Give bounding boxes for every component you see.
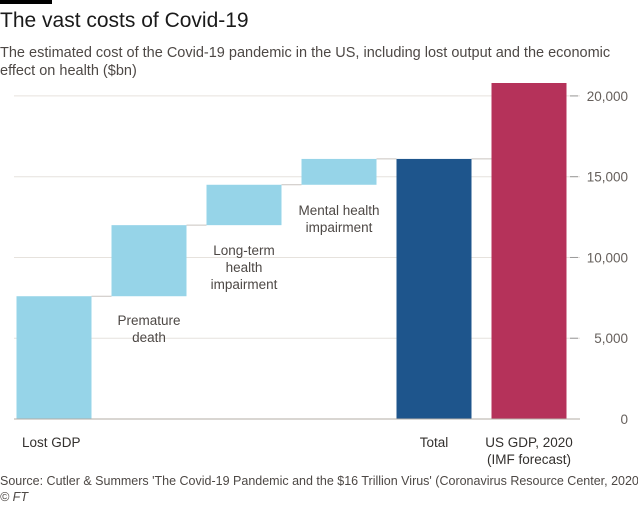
bar	[206, 184, 282, 226]
category-label: Total	[420, 435, 449, 450]
y-tick-label: 10,000	[587, 250, 628, 265]
category-label: impairment	[306, 220, 373, 235]
category-label: Long-term	[213, 243, 275, 258]
chart-subtitle: The estimated cost of the Covid-19 pande…	[0, 45, 611, 79]
category-label: Lost GDP	[22, 435, 81, 450]
bar	[396, 158, 472, 419]
y-tick-label: 5,000	[594, 331, 628, 346]
category-label: impairment	[211, 277, 278, 292]
source-note: Source: Cutler & Summers 'The Covid-19 P…	[0, 474, 638, 488]
category-label: US GDP, 2020	[485, 435, 573, 450]
chart-plot: 0 5,000 10,000 15,000 20,000 Lost GDP Prematur…	[14, 83, 628, 467]
category-label: health	[226, 260, 263, 275]
category-label: Premature	[117, 313, 180, 328]
category-label: Mental health	[298, 203, 379, 218]
title-accent-bar	[0, 0, 52, 4]
y-tick-label: 15,000	[587, 170, 628, 185]
copyright-note: © FT	[0, 490, 28, 504]
chart-title: The vast costs of Covid-19	[0, 9, 249, 32]
bar	[111, 225, 187, 297]
y-tick-label: 20,000	[587, 89, 628, 104]
bar	[16, 296, 92, 419]
bar	[491, 83, 567, 419]
category-label: death	[132, 330, 166, 345]
bar	[301, 158, 377, 185]
y-tick-label: 0	[620, 412, 628, 427]
category-label: (IMF forecast)	[487, 452, 571, 467]
